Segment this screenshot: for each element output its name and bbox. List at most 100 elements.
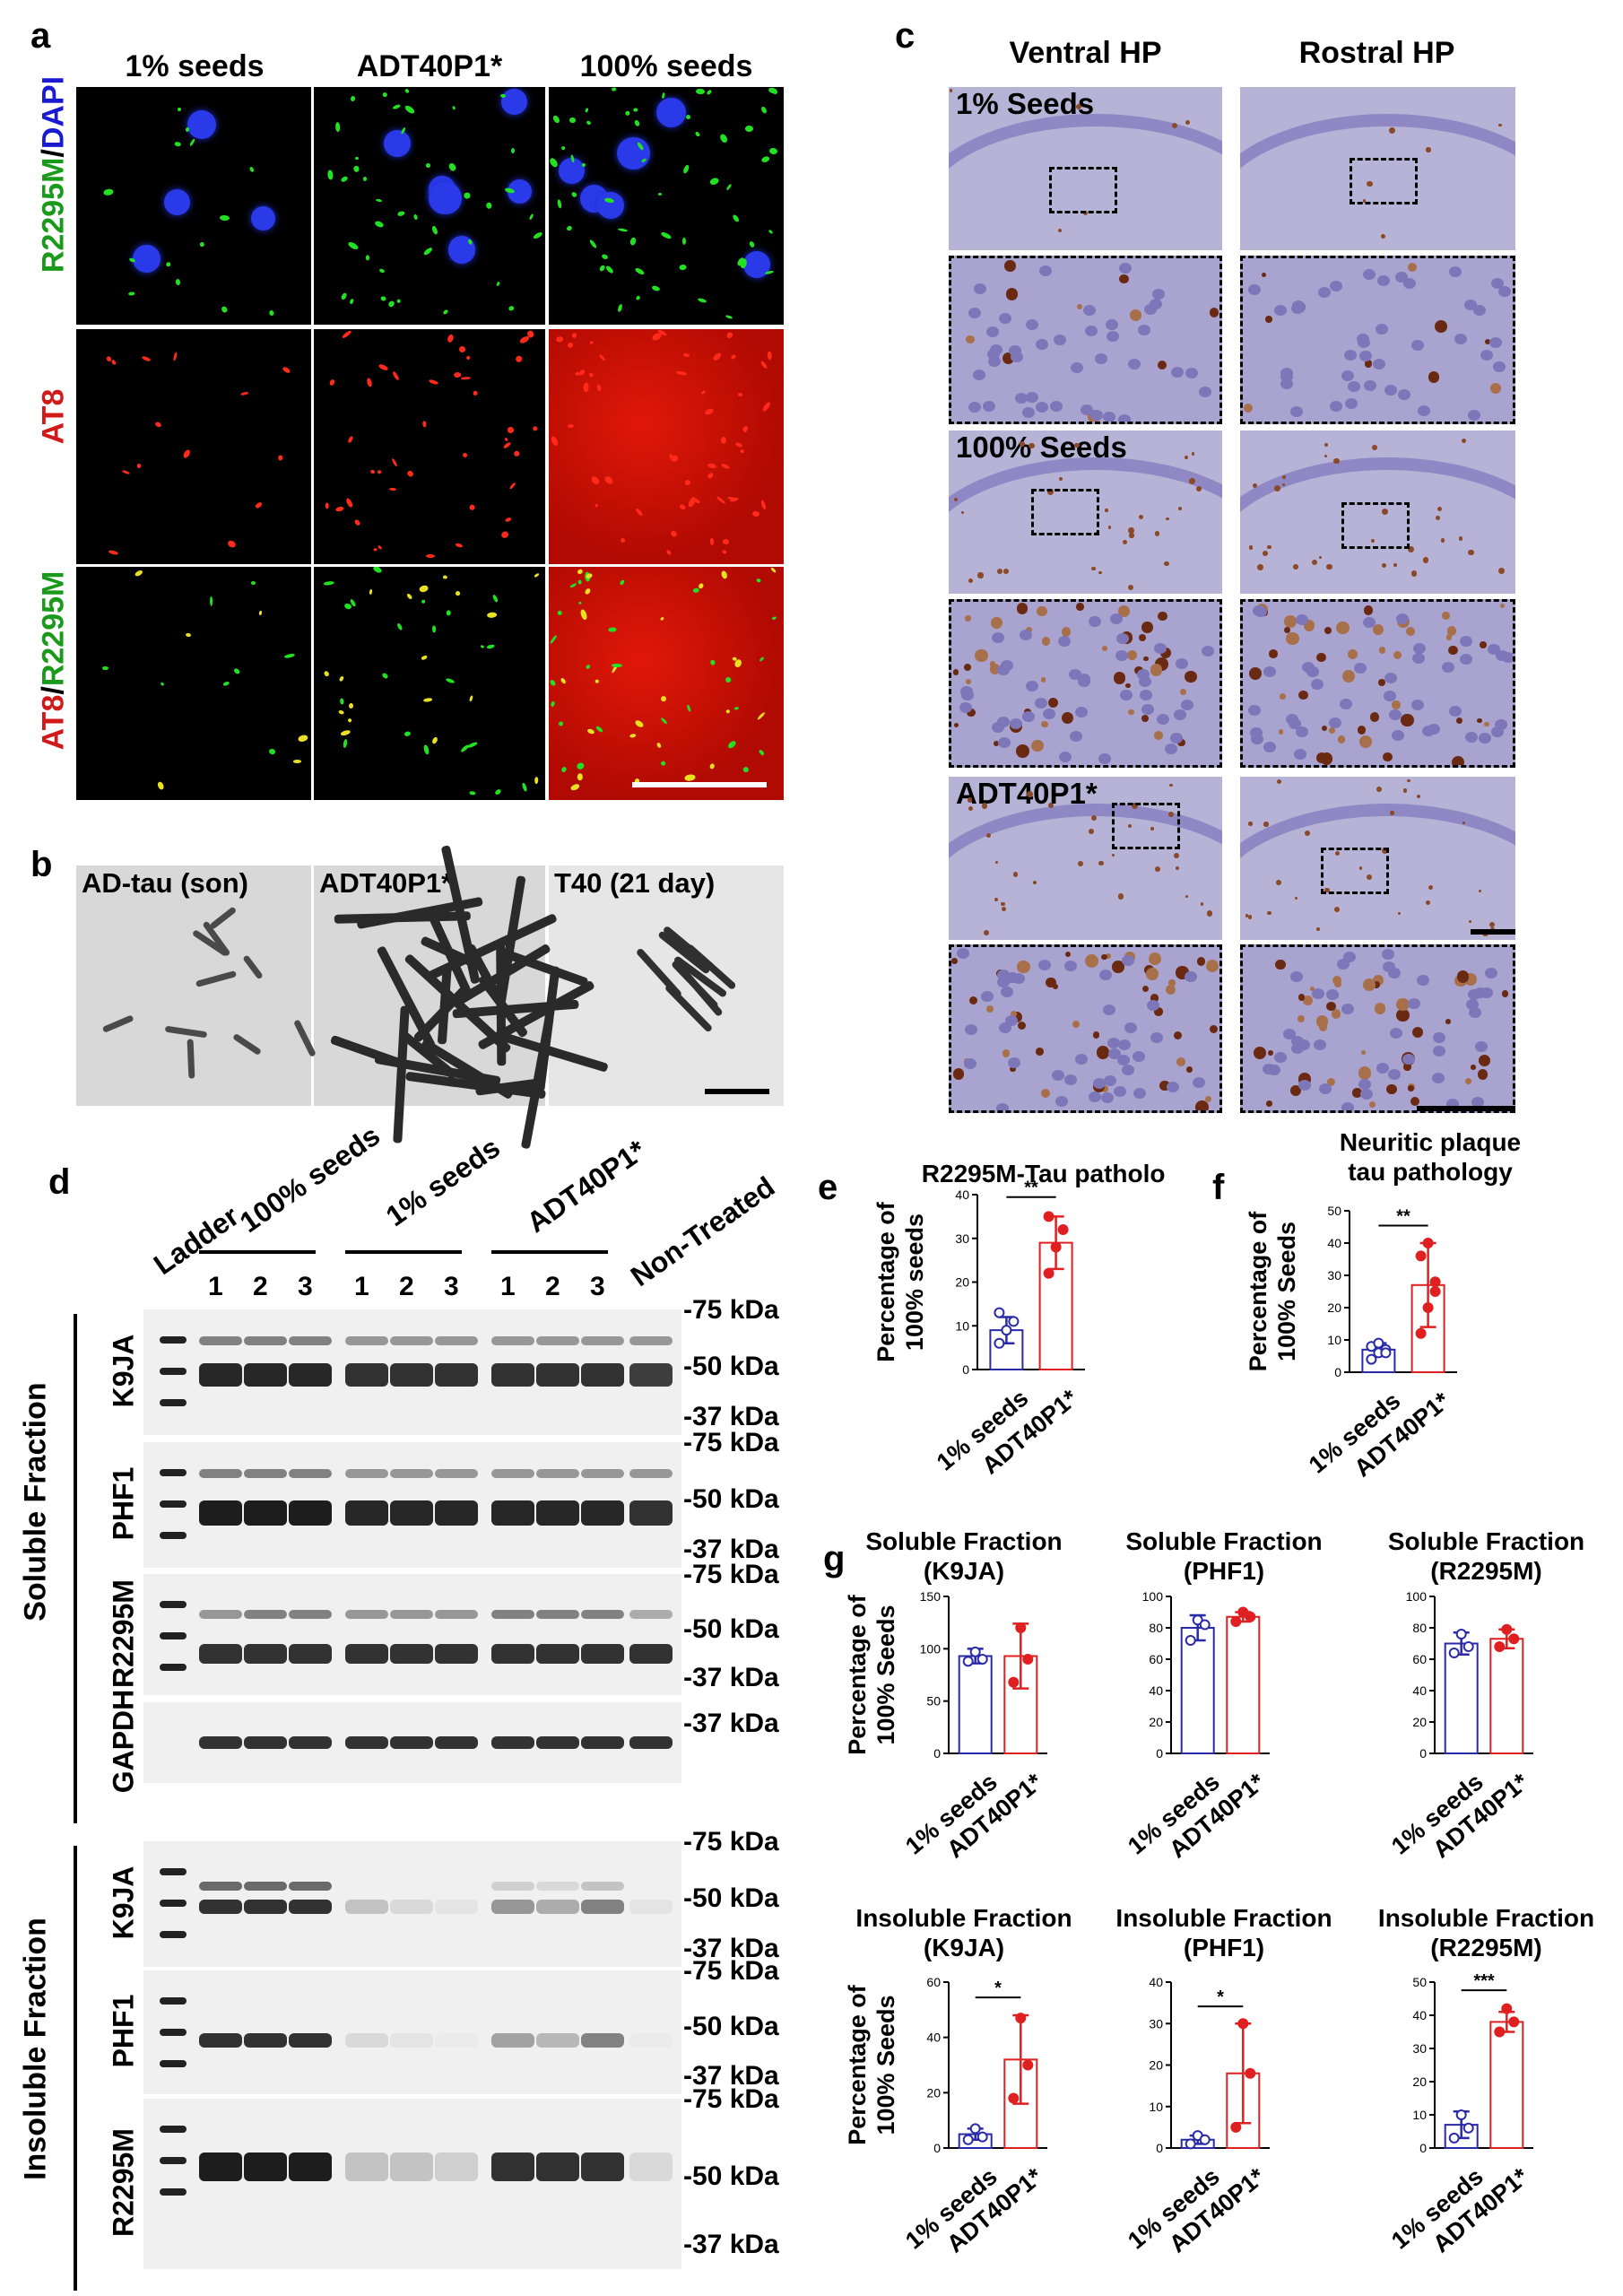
signal-speck xyxy=(141,355,152,363)
stain-dot xyxy=(1046,977,1056,988)
cell-nucleus xyxy=(1133,1050,1146,1062)
cell-nucleus xyxy=(1433,1032,1446,1044)
cell-nucleus xyxy=(1007,1057,1020,1069)
cell-nucleus xyxy=(1128,359,1141,370)
stain-dot xyxy=(1372,624,1384,636)
stain-dot xyxy=(1393,650,1402,659)
stain-dot xyxy=(1501,990,1508,997)
protein-band xyxy=(536,1882,579,1891)
signal-speck xyxy=(577,773,584,780)
y-tick-label: 0 xyxy=(1419,2141,1427,2155)
stain-dot xyxy=(1105,509,1108,512)
stain-dot xyxy=(994,898,999,902)
ihc-row-label: 1% Seeds xyxy=(956,87,1095,120)
stain-dot xyxy=(1320,752,1333,765)
cell-nucleus xyxy=(1026,391,1039,403)
signal-speck xyxy=(175,279,181,286)
protein-band xyxy=(435,2152,478,2181)
signal-speck xyxy=(624,109,631,117)
signal-speck xyxy=(378,362,389,371)
cell-nucleus xyxy=(1084,325,1098,336)
protein-band xyxy=(581,2033,624,2048)
cell-nucleus xyxy=(1484,967,1497,978)
panel-a-row-label: R2295M/DAPI xyxy=(37,67,72,283)
protein-band xyxy=(581,2152,624,2181)
nucleus-dot xyxy=(655,97,687,128)
ladder-band xyxy=(160,1997,187,2005)
cell-nucleus xyxy=(1465,998,1479,1010)
protein-band xyxy=(244,1469,287,1478)
y-tick-label: 30 xyxy=(955,1231,969,1246)
cell-nucleus xyxy=(1306,666,1320,678)
cell-nucleus xyxy=(1069,731,1082,743)
signal-speck xyxy=(707,471,716,480)
protein-band xyxy=(345,1500,388,1526)
cell-nucleus xyxy=(1375,324,1388,335)
stain-dot xyxy=(1469,920,1472,924)
cell-nucleus xyxy=(1141,703,1155,715)
stain-dot xyxy=(1366,874,1372,881)
stain-dot xyxy=(1446,626,1457,637)
signal-speck xyxy=(198,240,205,248)
signal-speck xyxy=(380,295,387,302)
signal-speck xyxy=(706,89,713,96)
cell-nucleus xyxy=(1001,660,1014,672)
stain-dot xyxy=(1041,1088,1051,1098)
signal-speck xyxy=(765,270,775,275)
y-tick-label: 100 xyxy=(920,1641,942,1656)
stain-dot xyxy=(1077,861,1083,867)
signal-speck xyxy=(442,309,449,316)
signal-speck xyxy=(608,627,618,633)
protein-band xyxy=(629,2033,673,2048)
signal-speck xyxy=(413,213,419,221)
fluorescence-image xyxy=(314,567,545,800)
stain-dot xyxy=(1061,627,1071,637)
panel-b-scale-bar xyxy=(705,1089,769,1094)
stain-dot xyxy=(1368,1100,1376,1108)
protein-band xyxy=(345,1469,388,1478)
y-tick-label: 0 xyxy=(933,2141,941,2155)
stain-dot xyxy=(1396,997,1410,1012)
data-point xyxy=(1422,1302,1434,1313)
stain-dot xyxy=(952,1068,965,1081)
panel-a-col-header: 1% seeds xyxy=(125,49,265,83)
group-line-100 xyxy=(199,1250,316,1254)
stain-dot xyxy=(1359,735,1373,748)
stain-dot xyxy=(1373,975,1384,986)
bar-chart-g4: Insoluble Fraction(K9JA) Percentage of 100… xyxy=(844,1904,1072,2257)
data-point xyxy=(969,2123,981,2135)
signal-speck xyxy=(660,695,667,702)
cell-nucleus xyxy=(1376,1062,1390,1074)
stain-dot xyxy=(1452,755,1465,765)
signal-speck xyxy=(222,680,230,687)
stain-dot xyxy=(1461,438,1467,444)
stain-dot xyxy=(1003,569,1009,575)
stain-dot xyxy=(1278,729,1284,735)
ladder-band xyxy=(160,2060,187,2067)
panel-a-col-header: ADT40P1* xyxy=(356,49,503,83)
signal-speck xyxy=(700,390,706,396)
ladder-band xyxy=(160,1601,187,1608)
signal-speck xyxy=(568,424,575,429)
ladder-band xyxy=(160,1368,187,1375)
cell-nucleus xyxy=(1055,1095,1069,1107)
cell-nucleus xyxy=(1192,1076,1205,1088)
cell-nucleus xyxy=(987,356,1001,368)
cell-nucleus xyxy=(1362,268,1376,280)
signal-speck xyxy=(758,749,765,757)
y-tick-label: 50 xyxy=(1327,1204,1341,1218)
signal-speck xyxy=(684,774,696,782)
stain-dot xyxy=(1263,822,1269,827)
cell-nucleus xyxy=(1103,411,1116,422)
y-tick-label: 50 xyxy=(1412,1975,1427,1989)
stain-dot xyxy=(1367,180,1373,187)
panel-e-letter: e xyxy=(818,1168,838,1207)
y-tick-label: 50 xyxy=(926,1694,941,1709)
stain-dot xyxy=(1111,853,1115,857)
protein-band xyxy=(435,1469,478,1478)
cell-nucleus xyxy=(1449,265,1462,277)
nucleus-dot xyxy=(617,136,651,170)
data-point xyxy=(1230,2121,1242,2133)
protein-band xyxy=(199,2033,242,2048)
cell-nucleus xyxy=(1383,961,1396,973)
